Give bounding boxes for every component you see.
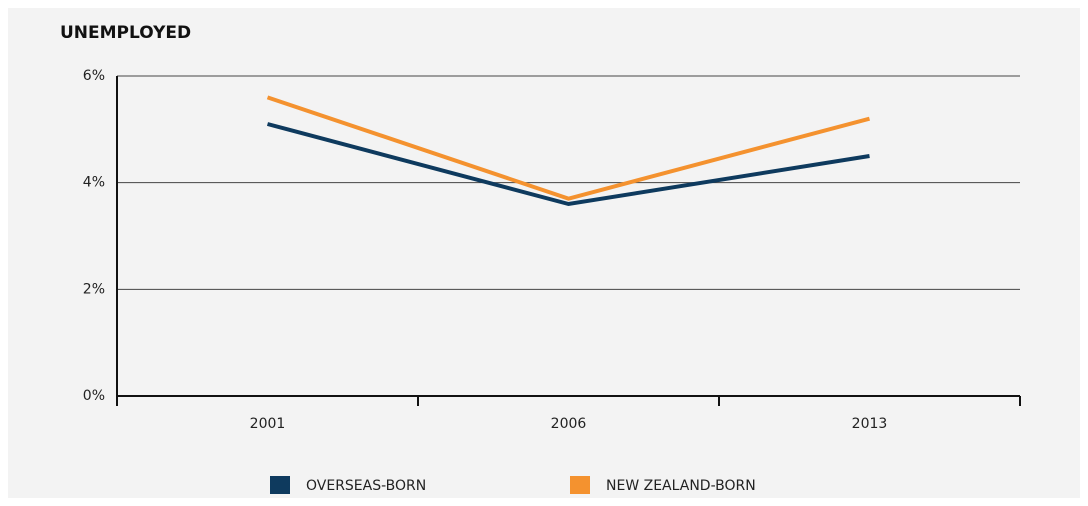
line-series <box>266 122 870 207</box>
chart-title: UNEMPLOYED <box>60 23 191 43</box>
x-tick-label: 2013 <box>852 416 888 432</box>
y-tick-label: 6% <box>83 68 105 84</box>
x-tick-label: 2001 <box>250 416 286 432</box>
legend-swatch <box>270 476 290 494</box>
line-series <box>266 95 871 201</box>
x-tick-label: 2006 <box>551 416 587 432</box>
legend-label: OVERSEAS-BORN <box>306 478 426 494</box>
legend-swatch <box>570 476 590 494</box>
y-tick-label: 0% <box>83 388 105 404</box>
y-tick-label: 4% <box>83 175 105 191</box>
y-tick-label: 2% <box>83 281 105 297</box>
panel <box>8 8 1080 498</box>
legend-label: NEW ZEALAND-BORN <box>606 478 756 494</box>
